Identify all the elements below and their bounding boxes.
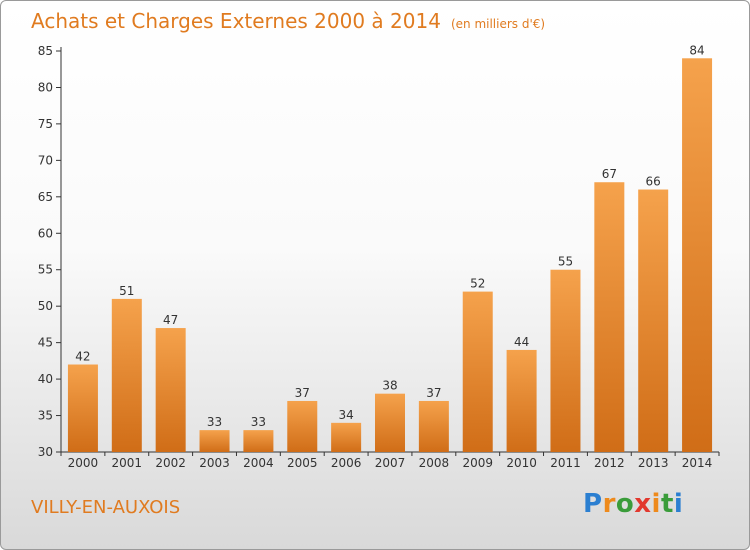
data-label: 38 xyxy=(382,379,397,393)
data-label: 55 xyxy=(558,255,573,269)
y-tick-label: 65 xyxy=(38,190,53,204)
data-label: 33 xyxy=(207,415,222,429)
data-label: 34 xyxy=(338,408,353,422)
x-tick-label: 2010 xyxy=(506,456,537,470)
x-tick-label: 2013 xyxy=(638,456,669,470)
data-label: 67 xyxy=(602,167,617,181)
bar xyxy=(462,291,493,452)
y-tick-label: 50 xyxy=(38,299,53,313)
x-tick-label: 2003 xyxy=(199,456,230,470)
y-tick-label: 70 xyxy=(38,153,53,167)
x-tick-label: 2008 xyxy=(419,456,450,470)
data-label: 51 xyxy=(119,284,134,298)
bar xyxy=(506,349,537,452)
bar xyxy=(550,269,581,452)
x-tick-label: 2007 xyxy=(375,456,406,470)
x-tick-label: 2004 xyxy=(243,456,274,470)
data-label: 52 xyxy=(470,277,485,291)
bar xyxy=(594,182,625,452)
x-tick-label: 2006 xyxy=(331,456,362,470)
data-label: 84 xyxy=(689,43,704,57)
data-label: 66 xyxy=(646,175,661,189)
y-tick-label: 60 xyxy=(38,226,53,240)
x-tick-label: 2012 xyxy=(594,456,625,470)
y-tick-label: 30 xyxy=(38,445,53,459)
bar xyxy=(682,58,713,453)
x-tick-label: 2001 xyxy=(112,456,143,470)
data-label: 37 xyxy=(295,386,310,400)
y-tick-label: 75 xyxy=(38,117,53,131)
bar xyxy=(418,400,449,452)
data-label: 33 xyxy=(251,415,266,429)
x-tick-label: 2000 xyxy=(68,456,99,470)
chart-subtitle: (en milliers d'€) xyxy=(450,17,546,31)
bar xyxy=(375,393,405,452)
y-tick-label: 45 xyxy=(38,336,53,350)
x-tick-label: 2014 xyxy=(682,456,713,470)
x-tick-label: 2009 xyxy=(462,456,493,470)
y-tick-label: 35 xyxy=(38,409,53,423)
y-tick-label: 80 xyxy=(38,80,53,94)
x-tick-label: 2005 xyxy=(287,456,318,470)
bar xyxy=(243,430,274,452)
proxiti-logo: Proxiti xyxy=(583,489,684,519)
chart-bars: 42 51 47 33 33 37 34 38 37 52 44 55 67 66 84 xyxy=(67,43,713,453)
data-label: 44 xyxy=(514,335,529,349)
data-label: 47 xyxy=(163,313,178,327)
bar xyxy=(155,328,186,452)
bar xyxy=(67,364,98,452)
chart-title-text: Achats et Charges Externes 2000 à 2014 xyxy=(31,9,441,33)
y-tick-label: 85 xyxy=(38,44,53,58)
commune-name: VILLY-EN-AUXOIS xyxy=(31,497,181,518)
chart-axes: 30 35 40 45 50 55 60 65 70 75 80 85 2000 2001 2002 2003… xyxy=(38,44,720,470)
y-tick-label: 55 xyxy=(38,263,53,277)
bar xyxy=(638,189,669,452)
bar xyxy=(287,400,318,452)
x-tick-label: 2011 xyxy=(550,456,581,470)
y-tick-label: 40 xyxy=(38,372,53,386)
x-tick-label: 2002 xyxy=(155,456,186,470)
bar xyxy=(111,298,142,452)
chart-title: Achats et Charges Externes 2000 à 2014 (e… xyxy=(31,9,545,33)
bar xyxy=(199,430,230,452)
data-label: 37 xyxy=(426,386,441,400)
data-label: 42 xyxy=(75,350,90,364)
bar xyxy=(331,422,362,452)
